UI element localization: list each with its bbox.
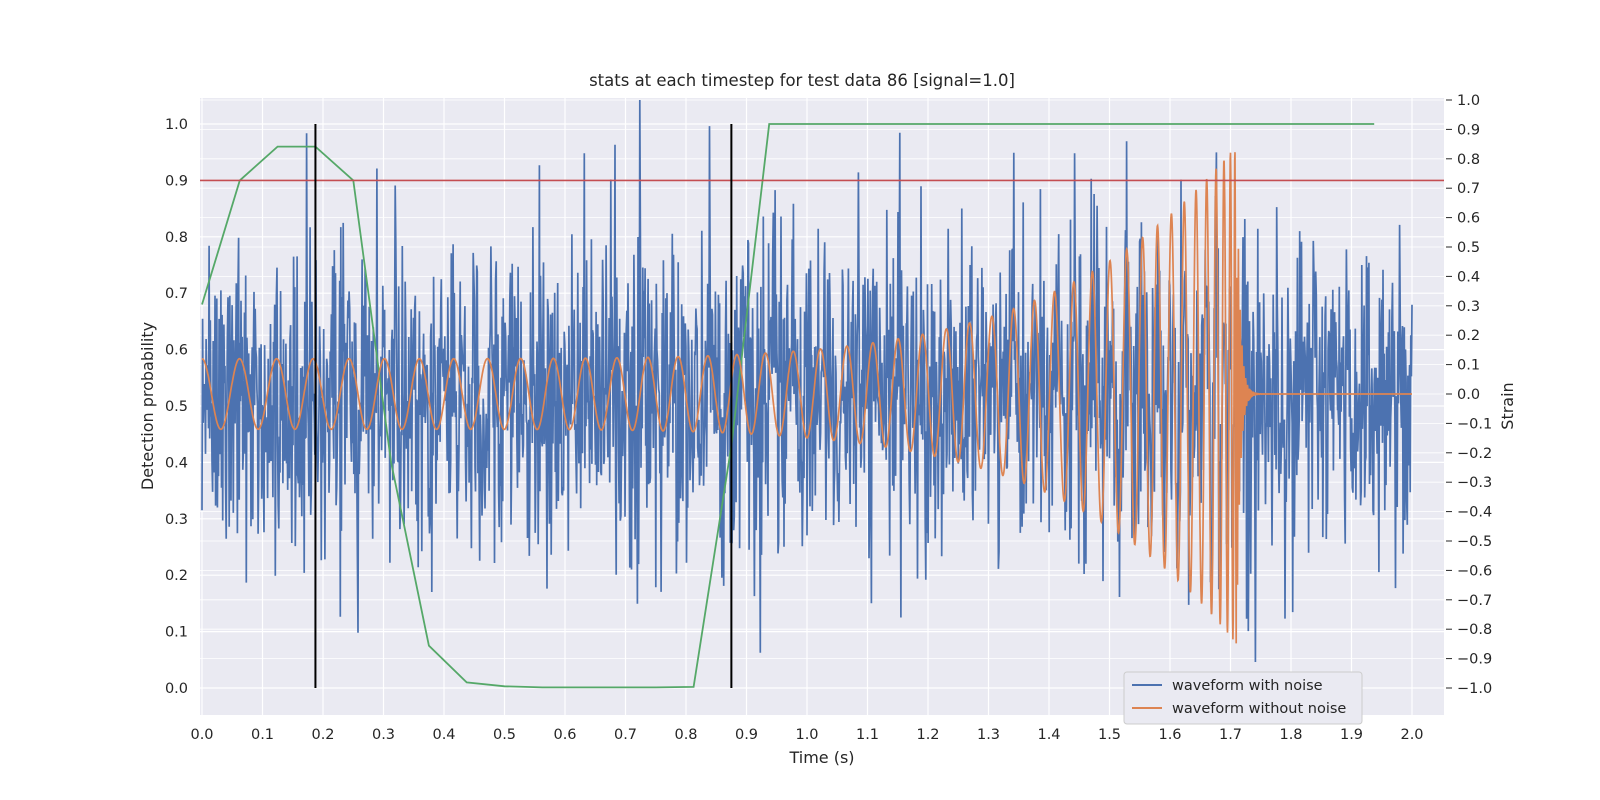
right-y-axis-label: Strain — [1498, 382, 1517, 429]
x-tick-label: 0.3 — [372, 727, 395, 743]
right-y-tick-label: 0.6 — [1457, 211, 1480, 227]
right-y-tick-label: 0.2 — [1457, 328, 1480, 344]
right-y-tick-label: −0.2 — [1457, 446, 1492, 462]
right-y-tick-label: 0.1 — [1457, 358, 1480, 374]
right-y-tick-label: −0.4 — [1457, 505, 1492, 521]
right-y-tick-label: −0.1 — [1457, 416, 1492, 432]
left-y-tick-label: 0.9 — [165, 173, 188, 189]
right-y-tick-label: 0.9 — [1457, 122, 1480, 138]
x-tick-label: 0.4 — [432, 727, 455, 743]
x-tick-label: 0.2 — [311, 727, 334, 743]
x-tick-label: 1.4 — [1037, 727, 1060, 743]
x-tick-label: 1.5 — [1098, 727, 1121, 743]
legend-label-waveform-without-noise: waveform without noise — [1172, 701, 1346, 717]
x-tick-label: 2.0 — [1400, 727, 1423, 743]
x-tick-label: 1.3 — [977, 727, 1000, 743]
right-y-tick-label: 0.7 — [1457, 181, 1480, 197]
right-y-tick-label: −0.9 — [1457, 652, 1492, 668]
right-y-tick-label: 0.0 — [1457, 387, 1480, 403]
x-tick-label: 0.9 — [735, 727, 758, 743]
left-y-axis-ticks: 0.0 0.1 0.2 0.3 0.4 0.5 0.6 0.7 0.8 0.9 1.0 — [165, 117, 188, 697]
x-tick-label: 0.7 — [614, 727, 637, 743]
left-y-tick-label: 0.4 — [165, 455, 188, 471]
x-tick-label: 1.7 — [1219, 727, 1242, 743]
right-y-tick-label: 1.0 — [1457, 93, 1480, 109]
chart-title: stats at each timestep for test data 86 … — [589, 71, 1015, 90]
right-y-tick-label: −1.0 — [1457, 681, 1492, 697]
right-y-tick-label: −0.7 — [1457, 593, 1492, 609]
series-detection-probability — [201, 123, 1375, 689]
x-tick-label: 1.8 — [1279, 727, 1302, 743]
right-y-tick-label: 0.8 — [1457, 152, 1480, 168]
x-tick-label: 0.6 — [553, 727, 576, 743]
left-y-tick-label: 1.0 — [165, 117, 188, 133]
x-tick-label: 1.6 — [1158, 727, 1181, 743]
right-y-tick-label: −0.5 — [1457, 534, 1492, 550]
right-y-tick-label: 0.4 — [1457, 269, 1480, 285]
series-layer — [200, 99, 1444, 689]
left-y-tick-label: 0.2 — [165, 568, 188, 584]
x-axis-ticks: 0.0 0.1 0.2 0.3 0.4 0.5 0.6 0.7 0.8 0.9 1.0 1.1 1.2 1… — [190, 727, 1423, 743]
x-tick-label: 1.2 — [916, 727, 939, 743]
right-y-tick-label: 0.5 — [1457, 240, 1480, 256]
x-tick-label: 0.0 — [190, 727, 213, 743]
right-y-tick-label: −0.8 — [1457, 622, 1492, 638]
left-y-axis-label: Detection probability — [138, 322, 157, 490]
series-waveform-without-noise — [201, 152, 1412, 644]
left-y-tick-label: 0.3 — [165, 512, 188, 528]
legend-box — [1123, 671, 1363, 725]
x-tick-label: 1.1 — [856, 727, 879, 743]
x-tick-label: 0.8 — [674, 727, 697, 743]
left-y-tick-label: 0.8 — [165, 230, 188, 246]
legend: waveform with noise waveform without noi… — [1123, 671, 1363, 725]
right-y-tick-label: 0.3 — [1457, 299, 1480, 315]
x-tick-label: 1.0 — [795, 727, 818, 743]
right-y-axis-ticks: −1.0 −0.9 −0.8 −0.7 −0.6 −0.5 −0.4 −0.3 −0.2 −0.1… — [1446, 93, 1492, 697]
right-y-tick-label: −0.6 — [1457, 563, 1492, 579]
x-axis-label: Time (s) — [788, 748, 854, 767]
left-y-tick-label: 0.7 — [165, 286, 188, 302]
x-tick-label: 0.5 — [493, 727, 516, 743]
left-y-tick-label: 0.6 — [165, 343, 188, 359]
legend-label-waveform-with-noise: waveform with noise — [1172, 678, 1323, 694]
left-y-tick-label: 0.1 — [165, 625, 188, 641]
left-y-tick-label: 0.5 — [165, 399, 188, 415]
x-tick-label: 1.9 — [1340, 727, 1363, 743]
right-y-tick-label: −0.3 — [1457, 475, 1492, 491]
x-tick-label: 0.1 — [251, 727, 274, 743]
left-y-tick-label: 0.0 — [165, 681, 188, 697]
